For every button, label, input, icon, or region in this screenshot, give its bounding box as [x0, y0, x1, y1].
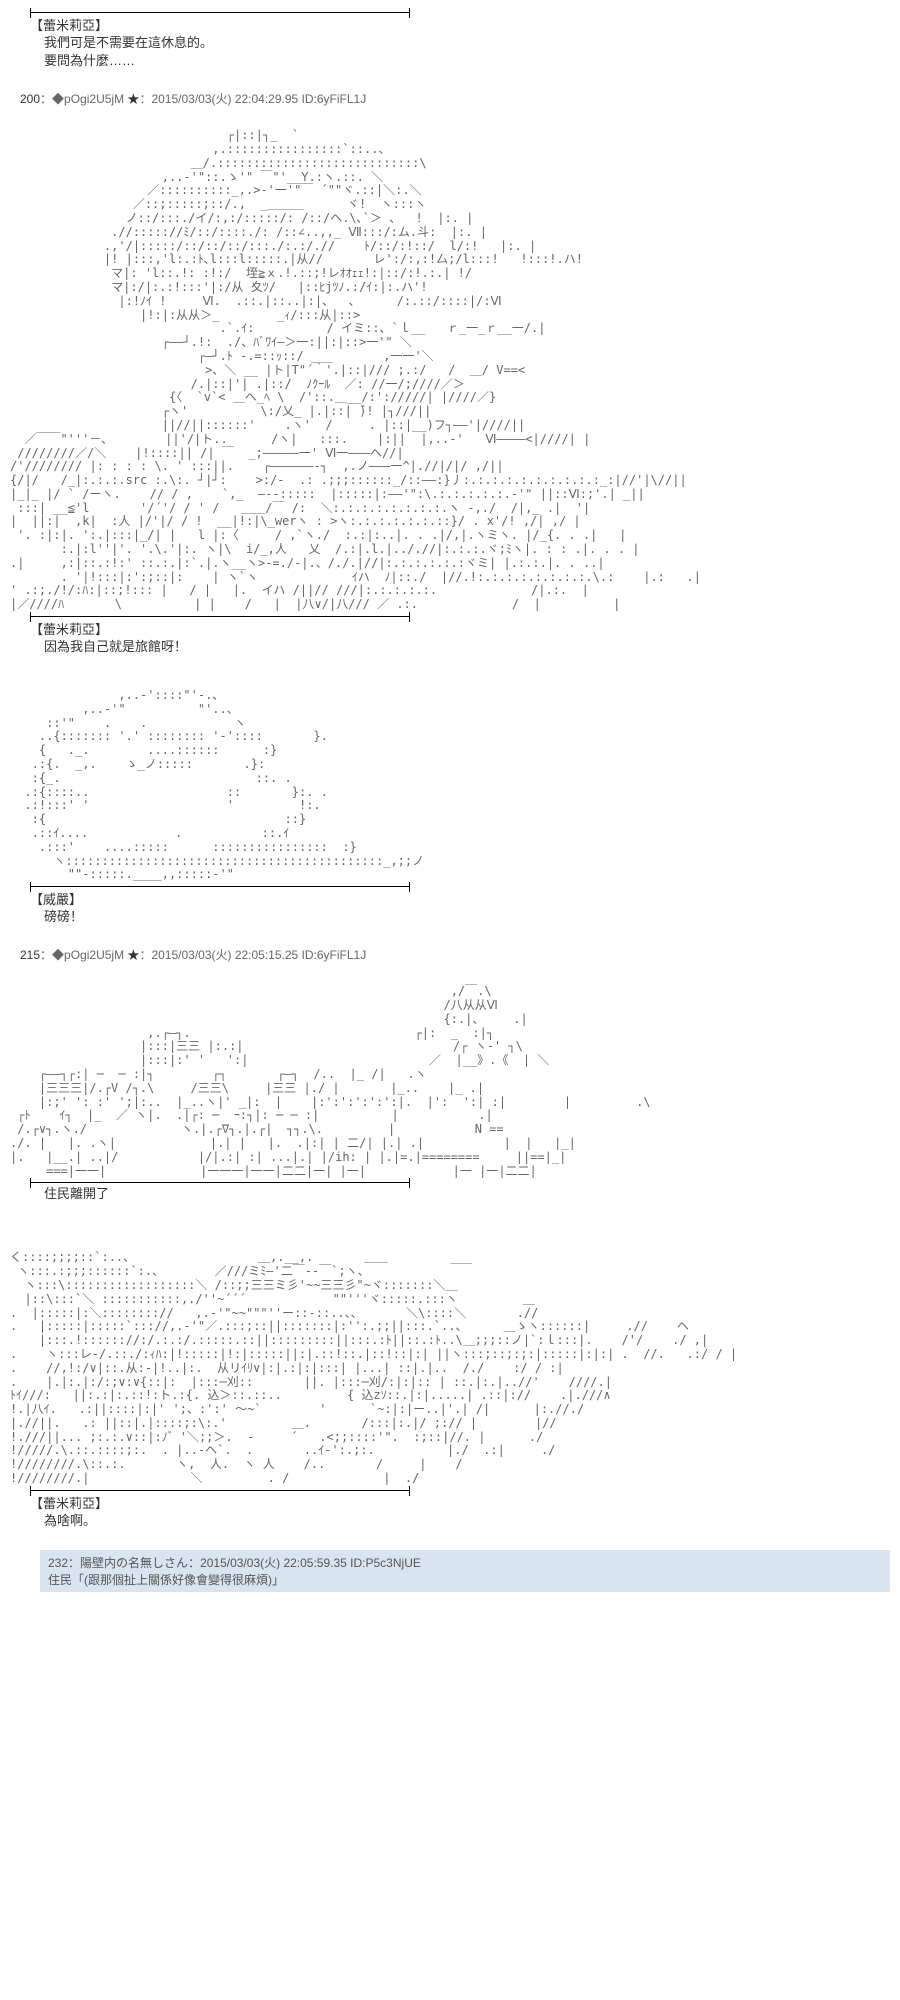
star-icon: ★	[127, 92, 139, 106]
divider	[30, 616, 410, 617]
dialogue-line: 要問為什麼……	[44, 52, 890, 70]
speaker-label: 【蕾米莉亞】	[30, 15, 890, 34]
speaker-label: 【威嚴】	[30, 889, 890, 908]
dialogue-line: 磅磅！	[44, 908, 890, 926]
post-date: ：2015/03/03(火) 22:05:59.35 ID:P5c3NjUE	[188, 1556, 421, 1570]
reply-body: 住民「(跟那個扯上關係好像會變得很麻煩)」	[48, 1573, 284, 1587]
divider	[30, 1490, 410, 1491]
highlighted-reply-232: 232：陽壁内の名無しさん：2015/03/03(火) 22:05:59.35 …	[40, 1550, 890, 1592]
post-header-215: 215：◆pOgi2U5jM ★：2015/03/03(火) 22:05:15.…	[20, 946, 890, 963]
post-number: 200	[20, 92, 40, 106]
dialogue-line: 為啥啊。	[44, 1512, 890, 1530]
post-fragment-top: 【蕾米莉亞】 我們可是不需要在這休息的。 要問為什麼……	[10, 12, 890, 70]
ascii-art-remilia-large: ┌|::|┐_ ` ,.::::::::::::::::`::..、 ＿/.::…	[10, 115, 890, 612]
ascii-art-residents: ,/￣.\ /八从从Ⅵ {:.|、 .| ,.┌—┐.	[10, 971, 890, 1178]
narration-line: 住民離開了	[44, 1185, 890, 1203]
dialogue-line: 因為我自己就是旅館呀！	[44, 638, 890, 656]
post-header-200: 200：◆pOgi2U5jM ★：2015/03/03(火) 22:04:29.…	[20, 90, 890, 107]
speaker-label: 【蕾米莉亞】	[30, 619, 890, 638]
post-date: ：2015/03/03(火) 22:04:29.95 ID:6yFiFL1J	[139, 92, 366, 106]
divider	[30, 1182, 410, 1183]
divider	[30, 12, 410, 13]
star-icon: ★	[127, 948, 139, 962]
ascii-art-ditto: ,..-'::::"'-.、 ,..-'" "'..、 ::'" . . ヽ .…	[10, 675, 890, 882]
speaker-label: 【蕾米莉亞】	[30, 1493, 890, 1512]
divider	[30, 886, 410, 887]
tripcode: ◆pOgi2U5jM	[52, 92, 124, 106]
post-date: ：2015/03/03(火) 22:05:15.25 ID:6yFiFL1J	[139, 948, 366, 962]
ascii-art-remilia-wings: く::::;;;;::`:..、 ＿,.__,. ＿＿ ___ ヽ:::.:;;…	[10, 1238, 890, 1486]
post-number: 215	[20, 948, 40, 962]
post-number: 232	[48, 1556, 68, 1570]
dialogue-line: 我們可是不需要在這休息的。	[44, 34, 890, 52]
poster-name: 陽壁内の名無しさん	[80, 1556, 188, 1570]
tripcode: ◆pOgi2U5jM	[52, 948, 124, 962]
